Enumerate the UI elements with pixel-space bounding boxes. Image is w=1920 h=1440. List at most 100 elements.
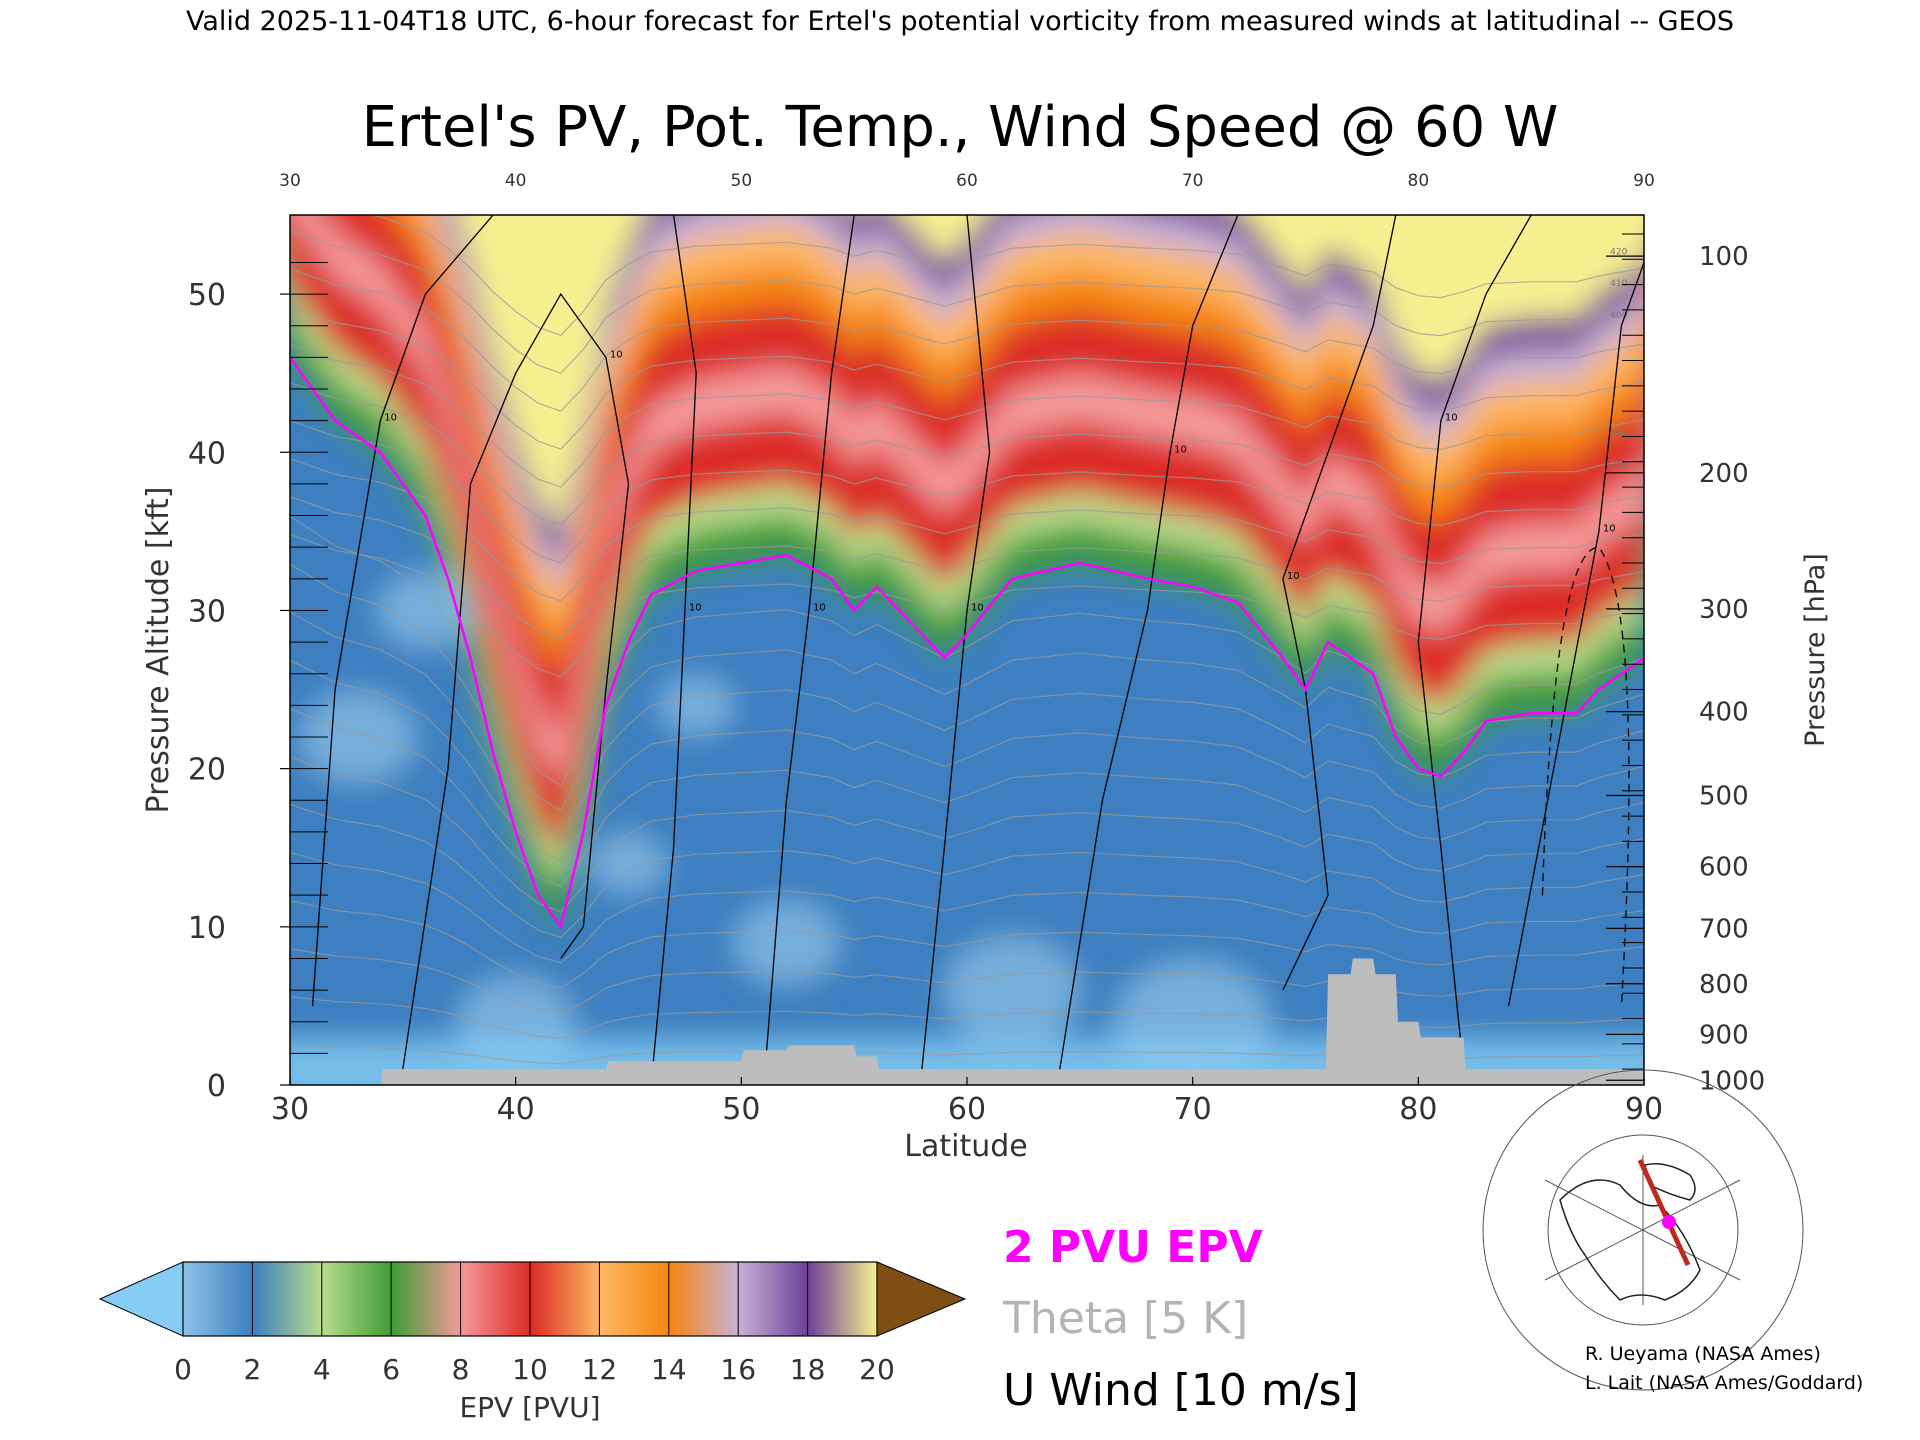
map-section-line xyxy=(1637,1158,1691,1267)
pressure-tick-label: 1000 xyxy=(1699,1066,1765,1096)
pressure-tick-label: 500 xyxy=(1699,782,1749,812)
wind-contour-label: 10 xyxy=(689,602,702,613)
x-top-tick-label: 80 xyxy=(1408,171,1430,191)
theta-contour xyxy=(290,755,1644,913)
epv-band xyxy=(436,215,1644,595)
wind-contour-label: 10 xyxy=(1445,413,1458,424)
colorbar-ticks: 0 2 4 6 8 10 12 14 16 18 20 xyxy=(174,1353,895,1386)
y-tick-label: 50 xyxy=(188,278,226,313)
theta-contour xyxy=(290,420,1644,564)
pressure-tick-marks xyxy=(290,233,1644,1070)
wind-contour-label: 10 xyxy=(1174,444,1187,455)
wind-contour-label: 10 xyxy=(384,413,397,424)
x-axis-label: Latitude xyxy=(904,1129,1027,1164)
colorbar-cell xyxy=(668,1262,739,1336)
colorbar-tick-label: 20 xyxy=(859,1353,895,1386)
colorbar-tick-label: 12 xyxy=(582,1353,618,1386)
x-top-tick-label: 60 xyxy=(956,171,978,191)
colorbar-cell xyxy=(738,1262,809,1336)
wind-contour xyxy=(1417,215,1532,1070)
x-top-tick-label: 30 xyxy=(279,171,301,191)
x-axis-ticks: 30 40 50 60 70 80 90 xyxy=(271,1077,1663,1127)
wind-contour xyxy=(402,292,630,1070)
colorbar-label: EPV [PVU] xyxy=(459,1391,600,1424)
epv-low-region xyxy=(942,934,1083,1047)
x-tick-label: 30 xyxy=(271,1092,309,1127)
legend-u-wind: U Wind [10 m/s] xyxy=(1003,1365,1359,1416)
wind-contour xyxy=(1507,262,1644,1007)
wind-contour-label: 10 xyxy=(813,602,826,613)
theta-contour xyxy=(290,611,1644,837)
y-tick-label: 10 xyxy=(188,911,226,946)
map-latitude-circle xyxy=(1482,1069,1804,1391)
wind-contours: 10 10 10 10 10 10 10 10 10 xyxy=(311,215,1644,1085)
map-latitude-circle xyxy=(1547,1134,1739,1326)
x-tick-label: 60 xyxy=(948,1092,986,1127)
y-tick-label: 30 xyxy=(188,594,226,629)
credit-line-2: L. Lait (NASA Ames/Goddard) xyxy=(1585,1372,1863,1394)
credit-line-1: R. Ueyama (NASA Ames) xyxy=(1585,1343,1821,1365)
theta-contour xyxy=(290,382,1644,526)
theta-contour-label: 350 xyxy=(1610,461,1627,471)
colorbar-cell xyxy=(530,1262,600,1336)
pressure-tick-label: 700 xyxy=(1699,914,1749,944)
pressure-tick-label: 800 xyxy=(1699,970,1749,1000)
pressure-axis-label: Pressure [hPa] xyxy=(1800,553,1831,747)
colorbar-tick-label: 18 xyxy=(790,1353,826,1386)
epv-low-region xyxy=(656,673,737,738)
chart-title: Ertel's PV, Pot. Temp., Wind Speed @ 60 … xyxy=(362,95,1559,160)
colorbar-cells xyxy=(182,1261,878,1337)
y-tick-label: 40 xyxy=(188,436,226,471)
theta-contour xyxy=(290,563,1644,812)
epv-2pvu-contour xyxy=(290,356,1644,930)
colorbar-tick-label: 16 xyxy=(720,1353,756,1386)
x-tick-label: 40 xyxy=(497,1092,535,1127)
epv-low-region xyxy=(588,831,669,896)
wind-contour xyxy=(311,215,494,1006)
theta-contour xyxy=(290,707,1644,888)
wind-contour xyxy=(650,215,697,1085)
wind-contour xyxy=(921,215,991,1070)
theta-contour-label: 420 xyxy=(1610,248,1627,258)
legend-2pvu-epv: 2 PVU EPV xyxy=(1003,1222,1263,1273)
pressure-tick-label: 100 xyxy=(1699,242,1749,272)
x-tick-label: 70 xyxy=(1174,1092,1212,1127)
colorbar-cell xyxy=(460,1262,531,1336)
x-top-tick-label: 50 xyxy=(731,171,753,191)
colorbar-cell xyxy=(321,1262,392,1336)
theta-contour xyxy=(290,306,1644,450)
theta-contour xyxy=(290,268,1644,412)
colorbar-tick-label: 8 xyxy=(452,1353,470,1386)
x-top-tick-label: 90 xyxy=(1633,171,1655,191)
map-meridian xyxy=(1544,1179,1741,1281)
epv-low-region xyxy=(731,898,842,987)
theta-contour-label: 360 xyxy=(1610,429,1627,439)
valid-time-header: Valid 2025-11-04T18 UTC, 6-hour forecast… xyxy=(186,6,1734,37)
theta-contour-label: 400 xyxy=(1610,311,1627,321)
colorbar-cell xyxy=(807,1262,878,1336)
colorbar-tick-label: 10 xyxy=(512,1353,548,1386)
epv-low-region xyxy=(297,689,418,785)
colorbar-under-arrow xyxy=(98,1261,184,1337)
x-axis-top-ticks: 30 40 50 60 70 80 90 xyxy=(279,171,1655,191)
map-greenland xyxy=(1644,1163,1696,1201)
map-coastline xyxy=(1559,1179,1701,1301)
wind-contour-label: 10 xyxy=(1287,571,1300,582)
colorbar-over-arrow xyxy=(876,1261,967,1337)
y-axis-label: Pressure Altitude [kft] xyxy=(141,487,176,814)
theta-contour xyxy=(290,458,1644,602)
x-tick-label: 90 xyxy=(1625,1092,1663,1127)
legend: 2 PVU EPV Theta [5 K] U Wind [10 m/s] xyxy=(1002,1222,1359,1416)
theta-contour xyxy=(290,515,1644,787)
theta-contour xyxy=(290,900,1644,989)
wind-contour-label: 10 xyxy=(1603,523,1616,534)
theta-contour xyxy=(290,230,1644,374)
theta-contour xyxy=(290,948,1644,1014)
pressure-tick-label: 400 xyxy=(1699,698,1749,728)
wind-contour xyxy=(763,215,855,1085)
wind-contour xyxy=(1282,215,1397,991)
map-location-marker xyxy=(1662,1215,1676,1229)
colorbar-tick-label: 6 xyxy=(382,1353,400,1386)
colorbar-cell xyxy=(599,1262,670,1336)
wind-contour-label: 10 xyxy=(610,349,623,360)
